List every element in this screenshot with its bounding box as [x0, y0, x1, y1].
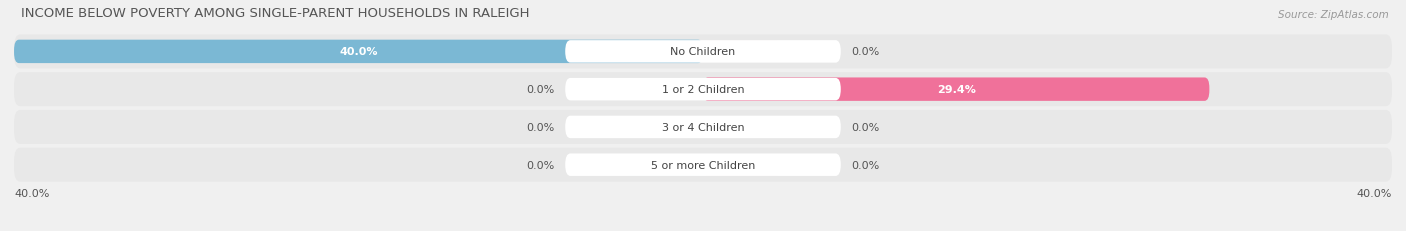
FancyBboxPatch shape: [14, 35, 1392, 69]
Text: 0.0%: 0.0%: [527, 160, 555, 170]
Text: Source: ZipAtlas.com: Source: ZipAtlas.com: [1278, 10, 1389, 20]
Text: 0.0%: 0.0%: [527, 122, 555, 132]
Text: 0.0%: 0.0%: [527, 85, 555, 95]
FancyBboxPatch shape: [565, 79, 841, 101]
FancyBboxPatch shape: [703, 78, 1209, 101]
FancyBboxPatch shape: [626, 155, 703, 176]
Text: 40.0%: 40.0%: [14, 189, 49, 199]
Text: 3 or 4 Children: 3 or 4 Children: [662, 122, 744, 132]
FancyBboxPatch shape: [703, 42, 780, 63]
FancyBboxPatch shape: [703, 117, 780, 138]
Text: 0.0%: 0.0%: [851, 47, 879, 57]
FancyBboxPatch shape: [14, 73, 1392, 107]
FancyBboxPatch shape: [565, 154, 841, 176]
FancyBboxPatch shape: [565, 116, 841, 139]
Text: 5 or more Children: 5 or more Children: [651, 160, 755, 170]
Text: 0.0%: 0.0%: [851, 160, 879, 170]
Text: 0.0%: 0.0%: [851, 122, 879, 132]
FancyBboxPatch shape: [626, 79, 703, 100]
FancyBboxPatch shape: [565, 41, 841, 63]
Text: 40.0%: 40.0%: [1357, 189, 1392, 199]
Text: INCOME BELOW POVERTY AMONG SINGLE-PARENT HOUSEHOLDS IN RALEIGH: INCOME BELOW POVERTY AMONG SINGLE-PARENT…: [21, 7, 530, 20]
FancyBboxPatch shape: [626, 117, 703, 138]
Text: 1 or 2 Children: 1 or 2 Children: [662, 85, 744, 95]
FancyBboxPatch shape: [703, 155, 780, 176]
Text: No Children: No Children: [671, 47, 735, 57]
FancyBboxPatch shape: [14, 110, 1392, 144]
Text: 29.4%: 29.4%: [936, 85, 976, 95]
Text: 40.0%: 40.0%: [339, 47, 378, 57]
FancyBboxPatch shape: [14, 40, 703, 64]
FancyBboxPatch shape: [14, 148, 1392, 182]
